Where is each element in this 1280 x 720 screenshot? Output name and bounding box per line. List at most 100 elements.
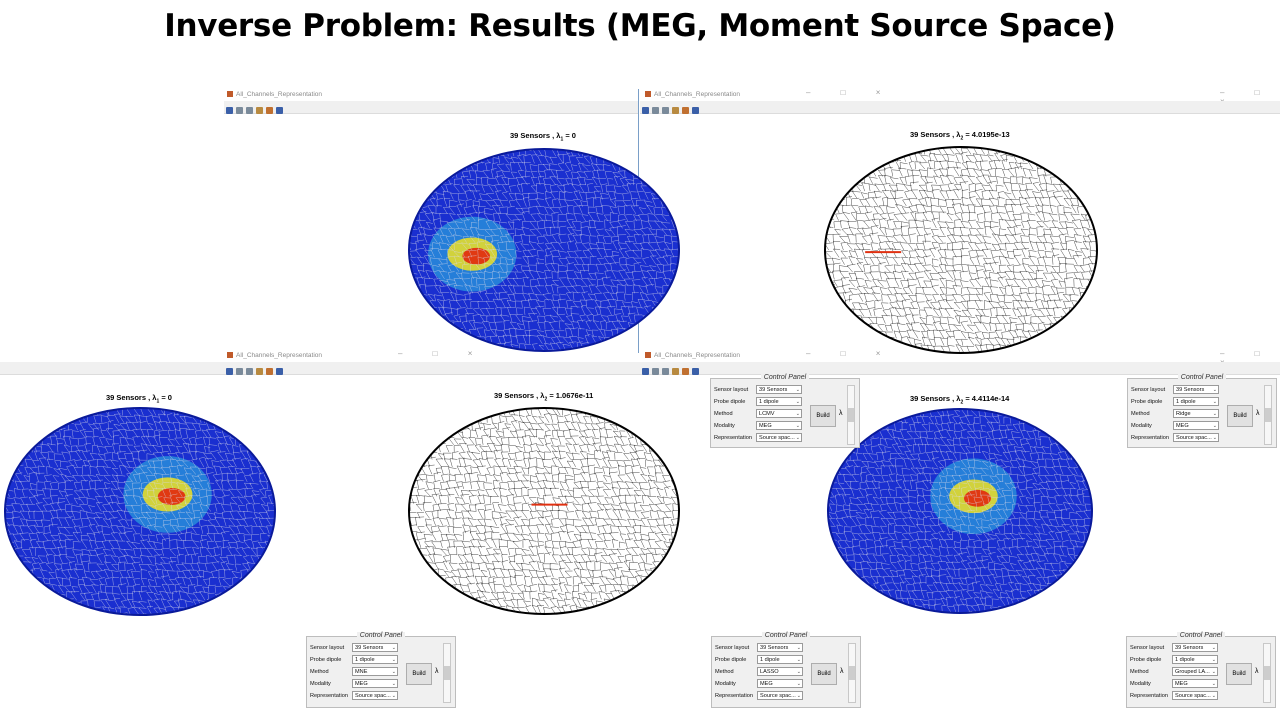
- window-controls[interactable]: – □ ×: [398, 349, 487, 358]
- modality-dropdown[interactable]: MEG ⌄: [1173, 421, 1219, 430]
- sensor-layout-dropdown[interactable]: 39 Sensors ⌄: [757, 643, 803, 652]
- modality-dropdown[interactable]: MEG ⌄: [1172, 679, 1218, 688]
- save-icon[interactable]: [226, 107, 233, 114]
- control-panel-legend: Control Panel: [712, 632, 860, 639]
- pan-icon[interactable]: [672, 368, 679, 375]
- lambda-slider[interactable]: [847, 385, 855, 445]
- modality-label: Modality: [310, 681, 331, 687]
- method-label: Method: [714, 411, 733, 417]
- brain-mesh-wireframe[interactable]: [822, 144, 1100, 356]
- rotate-icon[interactable]: [692, 368, 699, 375]
- representation-label: Representation: [1131, 435, 1169, 441]
- pan-icon[interactable]: [256, 107, 263, 114]
- datatip-icon[interactable]: [266, 368, 273, 375]
- control-panel: Control Panel Sensor layout 39 Sensors ⌄ Pro…: [711, 632, 861, 708]
- plot-title: 39 Sensors , λ2 = 1.0676e-11: [494, 391, 594, 403]
- lambda-slider[interactable]: [1263, 643, 1271, 703]
- sensor-layout-dropdown[interactable]: 39 Sensors ⌄: [352, 643, 398, 652]
- chevron-down-icon: ⌄: [1212, 435, 1217, 441]
- datatip-icon[interactable]: [682, 368, 689, 375]
- modality-label: Modality: [1130, 681, 1151, 687]
- chevron-down-icon: ⌄: [1211, 693, 1216, 699]
- save-icon[interactable]: [642, 368, 649, 375]
- zoom-out-icon[interactable]: [246, 368, 253, 375]
- zoom-in-icon[interactable]: [236, 107, 243, 114]
- representation-dropdown[interactable]: Source spac... ⌄: [1172, 691, 1218, 700]
- slider-thumb[interactable]: [848, 408, 854, 422]
- method-dropdown[interactable]: LCMV ⌄: [756, 409, 802, 418]
- sensor-layout-label: Sensor layout: [1131, 387, 1166, 393]
- representation-dropdown[interactable]: Source spac... ⌄: [1173, 433, 1219, 442]
- control-panel: Control Panel Sensor layout 39 Sensors ⌄ Pro…: [710, 374, 860, 448]
- brain-mesh-colored[interactable]: [825, 406, 1095, 616]
- build-button[interactable]: Build: [1227, 405, 1253, 427]
- probe-dipole-dropdown[interactable]: 1 dipole ⌄: [756, 397, 802, 406]
- probe-dipole-dropdown[interactable]: 1 dipole ⌄: [1173, 397, 1219, 406]
- method-dropdown[interactable]: Grouped LA... ⌄: [1172, 667, 1218, 676]
- zoom-in-icon[interactable]: [652, 368, 659, 375]
- brain-mesh-colored[interactable]: [406, 146, 682, 354]
- control-panel-legend: Control Panel: [307, 632, 455, 639]
- probe-dipole-dropdown[interactable]: 1 dipole ⌄: [1172, 655, 1218, 664]
- modality-dropdown[interactable]: MEG ⌄: [756, 421, 802, 430]
- chevron-down-icon: ⌄: [796, 681, 801, 687]
- representation-dropdown[interactable]: Source spac... ⌄: [757, 691, 803, 700]
- slider-thumb[interactable]: [849, 666, 855, 680]
- method-dropdown[interactable]: LASSO ⌄: [757, 667, 803, 676]
- plot-title: 39 Sensors , λ1 = 0: [510, 131, 576, 143]
- zoom-out-icon[interactable]: [246, 107, 253, 114]
- brain-mesh-wireframe[interactable]: [406, 405, 682, 617]
- chevron-down-icon: ⌄: [1212, 411, 1217, 417]
- zoom-out-icon[interactable]: [662, 107, 669, 114]
- chevron-down-icon: ⌄: [795, 435, 800, 441]
- lambda-slider[interactable]: [848, 643, 856, 703]
- matlab-figure-icon: [227, 91, 233, 98]
- modality-label: Modality: [714, 423, 735, 429]
- zoom-in-icon[interactable]: [652, 107, 659, 114]
- datatip-icon[interactable]: [266, 107, 273, 114]
- zoom-out-icon[interactable]: [662, 368, 669, 375]
- chevron-down-icon: ⌄: [795, 387, 800, 393]
- pan-icon[interactable]: [672, 107, 679, 114]
- modality-dropdown[interactable]: MEG ⌄: [757, 679, 803, 688]
- modality-label: Modality: [715, 681, 736, 687]
- save-icon[interactable]: [642, 107, 649, 114]
- build-button[interactable]: Build: [406, 663, 432, 685]
- chevron-down-icon: ⌄: [796, 693, 801, 699]
- method-dropdown[interactable]: Ridge ⌄: [1173, 409, 1219, 418]
- datatip-icon[interactable]: [682, 107, 689, 114]
- chevron-down-icon: ⌄: [1212, 387, 1217, 393]
- modality-dropdown[interactable]: MEG ⌄: [352, 679, 398, 688]
- window-titlebar: All_Channels_Representation: [224, 89, 636, 101]
- slider-thumb[interactable]: [1264, 666, 1270, 680]
- lambda-slider[interactable]: [1264, 385, 1272, 445]
- representation-dropdown[interactable]: Source spac... ⌄: [352, 691, 398, 700]
- mesh-outline: [408, 148, 680, 352]
- window-controls[interactable]: – □ ×: [806, 88, 895, 97]
- lambda-slider[interactable]: [443, 643, 451, 703]
- zoom-in-icon[interactable]: [236, 368, 243, 375]
- control-panel: Control Panel Sensor layout 39 Sensors ⌄ Pro…: [306, 632, 456, 708]
- save-icon[interactable]: [226, 368, 233, 375]
- lambda-label: λ: [839, 410, 843, 417]
- rotate-icon[interactable]: [276, 107, 283, 114]
- build-button[interactable]: Build: [811, 663, 837, 685]
- mesh-outline: [408, 407, 680, 615]
- sensor-layout-dropdown[interactable]: 39 Sensors ⌄: [1172, 643, 1218, 652]
- slider-thumb[interactable]: [1265, 408, 1271, 422]
- sensor-layout-dropdown[interactable]: 39 Sensors ⌄: [1173, 385, 1219, 394]
- pan-icon[interactable]: [256, 368, 263, 375]
- probe-dipole-dropdown[interactable]: 1 dipole ⌄: [352, 655, 398, 664]
- modality-label: Modality: [1131, 423, 1152, 429]
- method-dropdown[interactable]: MNE ⌄: [352, 667, 398, 676]
- probe-dipole-dropdown[interactable]: 1 dipole ⌄: [757, 655, 803, 664]
- rotate-icon[interactable]: [276, 368, 283, 375]
- brain-mesh-colored[interactable]: [2, 405, 278, 618]
- build-button[interactable]: Build: [1226, 663, 1252, 685]
- build-button[interactable]: Build: [810, 405, 836, 427]
- rotate-icon[interactable]: [692, 107, 699, 114]
- sensor-layout-dropdown[interactable]: 39 Sensors ⌄: [756, 385, 802, 394]
- representation-dropdown[interactable]: Source spac... ⌄: [756, 433, 802, 442]
- window-controls[interactable]: – □ ×: [806, 349, 895, 358]
- slider-thumb[interactable]: [444, 666, 450, 680]
